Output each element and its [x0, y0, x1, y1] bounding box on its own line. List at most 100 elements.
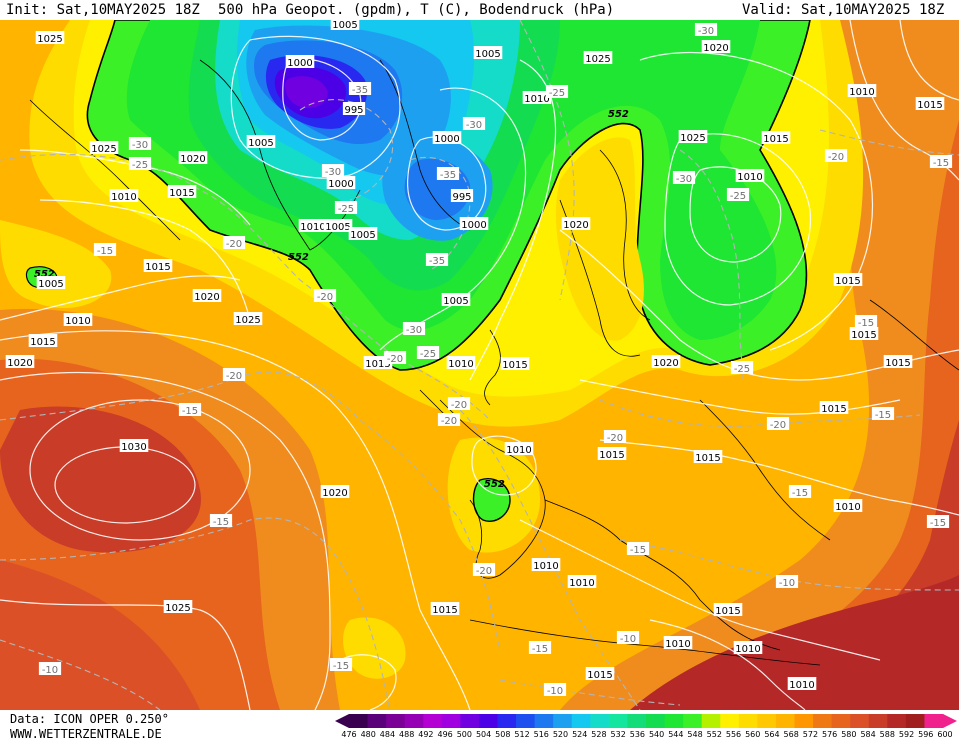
pressure-label: 1005 — [323, 219, 353, 233]
temp-label-box — [926, 515, 950, 528]
scale-swatch — [738, 714, 758, 728]
scale-label: 564 — [764, 730, 780, 739]
temperature-label: -25 — [730, 361, 754, 375]
temp-label-text: -30 — [325, 167, 341, 178]
pressure-label: 1015 — [849, 327, 879, 341]
scale-swatch — [757, 714, 777, 728]
scale-swatch — [905, 714, 925, 728]
pressure-label-box — [849, 327, 879, 340]
temp-label-text: -25 — [549, 88, 565, 99]
pressure-label: 1015 — [167, 185, 197, 199]
scale-label: 536 — [629, 730, 646, 739]
pressure-label-text: 1020 — [194, 292, 219, 303]
map-footer: Data: ICON OPER 0.250° WWW.WETTERZENTRAL… — [0, 710, 959, 741]
pressure-label-text: 1015 — [169, 188, 194, 199]
scale-label: 540 — [648, 730, 665, 739]
temp-label-box — [437, 413, 461, 426]
scale-swatch — [831, 714, 851, 728]
temp-label-text: -10 — [547, 686, 563, 697]
pressure-label-text: 1010 — [835, 502, 860, 513]
temperature-label: -15 — [871, 407, 895, 421]
temp-label-text: -35 — [440, 170, 456, 181]
scale-label: 520 — [552, 730, 569, 739]
pressure-label-text: 1010 — [737, 172, 762, 183]
pressure-label-box — [320, 485, 350, 498]
temp-label-box — [543, 683, 567, 696]
map-header: Init: Sat,10MAY2025 18Z 500 hPa Geopot. … — [0, 0, 959, 20]
pressure-label-box — [761, 131, 791, 144]
contour-552-labels: 552 552 552 552 — [34, 109, 629, 490]
color-scale-bar — [335, 714, 957, 728]
pressure-label-box — [28, 334, 58, 347]
pressure-label-text: 1010 — [665, 639, 690, 650]
scale-label: 528 — [591, 730, 607, 739]
temperature-label: -20 — [313, 289, 337, 303]
temp-label-box — [603, 430, 627, 443]
pressure-label-box — [522, 91, 552, 104]
pressure-label: 1010 — [787, 677, 817, 691]
temp-label-box — [128, 137, 152, 150]
scale-label: 556 — [725, 730, 742, 739]
temp-label-box — [329, 658, 353, 671]
temp-label-box — [871, 407, 895, 420]
pressure-label-box — [651, 355, 681, 368]
pressure-label-text: 1005 — [350, 230, 375, 241]
scale-arrow-low — [335, 714, 349, 728]
pressure-label-box — [298, 219, 328, 232]
pressure-label-text: 1010 — [65, 316, 90, 327]
pressure-label-text: 1015 — [599, 450, 624, 461]
pressure-label-text: 1005 — [325, 222, 350, 233]
pressure-label: 1005 — [473, 46, 503, 60]
pressure-label-box — [323, 219, 353, 232]
pressure-label-text: 1010 — [300, 222, 325, 233]
temperature-label: -20 — [222, 236, 246, 250]
pressure-label: 1015 — [713, 603, 743, 617]
temperature-label: -10 — [775, 575, 799, 589]
temp-label-text: -15 — [875, 410, 891, 421]
scale-label: 496 — [437, 730, 453, 739]
temp-label-box — [178, 403, 202, 416]
scale-label: 488 — [399, 730, 415, 739]
temp-label-text: -30 — [406, 325, 422, 336]
scale-swatch — [367, 714, 387, 728]
scale-label: 592 — [898, 730, 915, 739]
temperature-label: -30 — [672, 171, 696, 185]
pressure-label-box — [163, 600, 193, 613]
pressure-label-text: 1025 — [37, 34, 62, 45]
temp-label-text: -20 — [317, 292, 333, 303]
pressure-label-box — [701, 40, 731, 53]
scale-swatch — [608, 714, 628, 728]
pressure-label: 1010 — [833, 499, 863, 513]
temp-label-text: -30 — [698, 26, 714, 37]
pressure-label-text: 1015 — [851, 330, 876, 341]
scale-swatch — [386, 714, 406, 728]
temperature-label: -30 — [402, 322, 426, 336]
pressure-label-text: 1015 — [695, 453, 720, 464]
temperature-label: -30 — [321, 164, 345, 178]
scale-label: 572 — [802, 730, 819, 739]
website: WWW.WETTERZENTRALE.DE — [10, 727, 162, 741]
temp-label-text: -15 — [630, 545, 646, 556]
color-scale-labels: 476 480 484 488 492 496 500 504 508 512 516 520 524 5… — [341, 730, 952, 741]
pressure-label: 1010 — [63, 313, 93, 327]
scale-swatch — [813, 714, 833, 728]
pressure-label-text: 1000 — [461, 220, 486, 231]
temp-label-text: -30 — [466, 120, 482, 131]
temp-label-text: -20 — [770, 420, 786, 431]
pressure-label-text: 1010 — [506, 445, 531, 456]
scale-swatch — [460, 714, 480, 728]
pressure-label-box — [735, 169, 765, 182]
scale-label: 568 — [783, 730, 799, 739]
pressure-label: 995 — [450, 189, 474, 203]
scale-swatch — [701, 714, 721, 728]
pressure-label: 995 — [342, 102, 366, 116]
pressure-label: 1020 — [701, 40, 731, 54]
pressure-label-text: 1015 — [145, 262, 170, 273]
pressure-label-box — [441, 293, 471, 306]
pressure-label-text: 1030 — [121, 442, 146, 453]
temp-label-box — [672, 171, 696, 184]
pressure-label: 1015 — [585, 667, 615, 681]
temperature-label: -30 — [128, 137, 152, 151]
temp-label-box — [321, 164, 345, 177]
